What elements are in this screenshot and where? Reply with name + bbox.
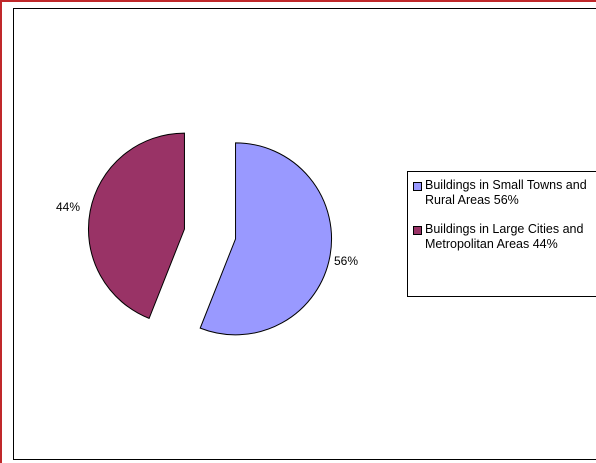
legend-item-small-towns: Buildings in Small Towns and Rural Areas…: [413, 178, 596, 208]
legend-label-large-cities: Buildings in Large Cities and Metropolit…: [425, 222, 584, 251]
slice-large-cities: [87, 132, 185, 320]
slice-label-large-cities: 44%: [56, 200, 81, 214]
legend-item-large-cities: Buildings in Large Cities and Metropolit…: [413, 222, 596, 252]
legend-swatch-small-towns: [413, 182, 422, 191]
legend-swatch-large-cities: [413, 226, 422, 235]
slice-label-small-towns: 56%: [334, 254, 359, 268]
slice-small-towns: [199, 142, 333, 336]
chart-legend: Buildings in Small Towns and Rural Areas…: [407, 171, 596, 297]
legend-label-small-towns: Buildings in Small Towns and Rural Areas…: [425, 178, 587, 207]
